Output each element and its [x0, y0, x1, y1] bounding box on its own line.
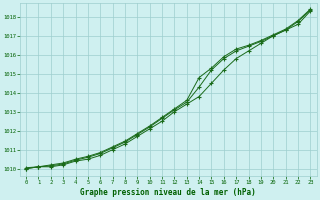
X-axis label: Graphe pression niveau de la mer (hPa): Graphe pression niveau de la mer (hPa) — [80, 188, 256, 197]
